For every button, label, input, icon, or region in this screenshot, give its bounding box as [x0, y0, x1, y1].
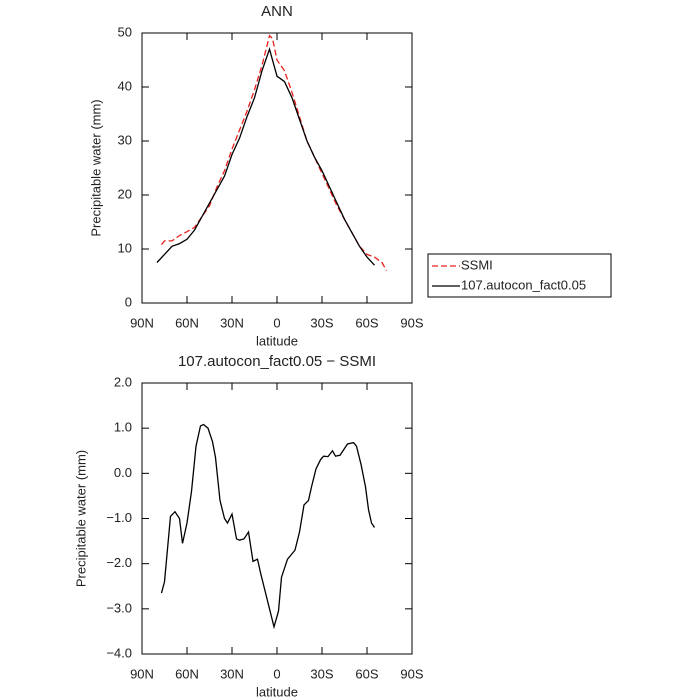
x-tick-label: 90N [130, 315, 154, 330]
y-tick-label: 10 [118, 240, 132, 255]
y-axis-label: Precipitable water (mm) [73, 450, 88, 587]
legend-label: 107.autocon_fact0.05 [461, 277, 586, 292]
y-tick-label: 1.0 [114, 420, 132, 435]
y-tick-label: −4.0 [106, 645, 132, 660]
y-tick-label: 40 [118, 78, 132, 93]
y-axis-label: Precipitable water (mm) [88, 99, 103, 236]
y-tick-label: 50 [118, 24, 132, 39]
x-tick-label: 0 [273, 315, 280, 330]
x-axis-label: latitude [256, 684, 298, 699]
y-tick-label: −3.0 [106, 600, 132, 615]
plot-frame [141, 382, 413, 655]
x-tick-label: 90N [130, 666, 154, 681]
y-tick-label: −2.0 [106, 555, 132, 570]
x-tick-label: 30S [310, 315, 333, 330]
data-line [160, 423, 376, 630]
y-tick-label: 30 [118, 132, 132, 147]
y-tick-label: −1.0 [106, 510, 132, 525]
x-tick-label: 0 [273, 666, 280, 681]
plot-frame [141, 32, 413, 304]
x-tick-label: 90S [400, 666, 423, 681]
y-tick-label: 2.0 [114, 374, 132, 389]
x-tick-label: 30N [220, 666, 244, 681]
x-tick-label: 60N [175, 315, 199, 330]
y-tick-label: 20 [118, 186, 132, 201]
x-tick-label: 30N [220, 315, 244, 330]
x-tick-label: 30S [310, 666, 333, 681]
x-tick-label: 60S [355, 315, 378, 330]
x-tick-label: 90S [400, 315, 423, 330]
data-line [156, 47, 375, 266]
chart-title: ANN [261, 3, 293, 20]
x-axis-label: latitude [256, 333, 298, 348]
y-tick-label: 0.0 [114, 465, 132, 480]
x-tick-label: 60N [175, 666, 199, 681]
chart-title: 107.autocon_fact0.05 − SSMI [178, 353, 376, 370]
legend-label: SSMI [461, 257, 493, 272]
y-tick-label: 0 [125, 294, 132, 309]
legend-box [427, 253, 612, 298]
x-tick-label: 60S [355, 666, 378, 681]
